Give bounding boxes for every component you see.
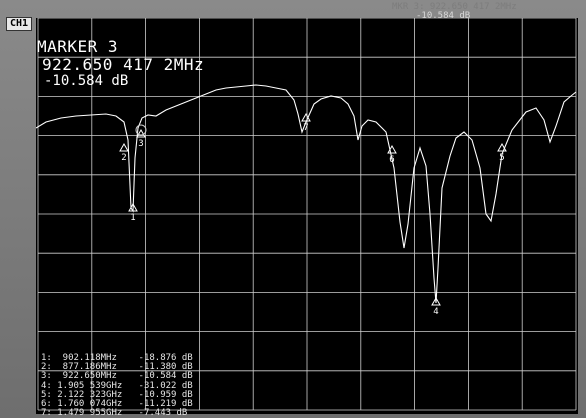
- marker-triangle-icon: [387, 144, 397, 154]
- marker-id: 4:: [41, 380, 52, 391]
- trace-marker-7: 7: [301, 112, 311, 133]
- marker-level: -10.584 dB: [44, 73, 129, 89]
- trace-markers: 1 2 3 4 5 6 7: [119, 112, 507, 317]
- trace-plot: 1 2 3 4 5 6 7: [36, 18, 577, 411]
- marker-number: 7: [303, 123, 308, 133]
- marker-table-row: 6: 1.760 074GHz -11.219 dB: [41, 398, 193, 409]
- trace-marker-6: 6: [387, 144, 397, 165]
- marker-level-value: -18.876 dB: [127, 353, 193, 363]
- top-marker-readout-level: -10.584 dB: [416, 11, 471, 21]
- marker-frequency-value: 1.479 955GHz: [51, 408, 128, 418]
- active-marker-circle: [135, 124, 147, 136]
- marker-id: 6:: [41, 398, 52, 409]
- marker-level-value: -11.380 dB: [127, 362, 193, 373]
- marker-level-value: -10.584 dB: [127, 371, 193, 382]
- top-marker-readout: MKR 3: 922.650 417 2MHz: [392, 2, 517, 12]
- marker-level-value: -31.022 dB: [127, 380, 193, 391]
- marker-table-row: 5: 2.122 323GHz -10.959 dB: [41, 389, 193, 400]
- trace-marker-3: 3: [136, 128, 146, 149]
- marker-id: 1:: [41, 353, 52, 363]
- marker-triangle-icon: [301, 112, 311, 122]
- marker-frequency-value: 1.760 074GHz: [51, 398, 128, 409]
- analyzer-screen: 1 2 3 4 5 6 7 MARKER 3 922.650 417 2MHz -10.58…: [36, 18, 578, 418]
- marker-number: 6: [389, 155, 394, 165]
- marker-table-row: 7: 1.479 955GHz -7.443 dB: [41, 409, 193, 418]
- marker-id: 3:: [41, 371, 52, 382]
- marker-number: 1: [130, 213, 135, 223]
- marker-triangle-icon: [431, 296, 441, 306]
- graticule: [37, 18, 577, 411]
- measurement-trace: [36, 84, 577, 304]
- marker-number: 2: [121, 153, 126, 163]
- marker-level-value: -10.959 dB: [127, 389, 193, 400]
- marker-triangle-icon: [497, 142, 507, 152]
- marker-table-row: 1: 902.118MHz -18.876 dB: [41, 353, 193, 363]
- marker-level-value: -11.219 dB: [127, 398, 193, 409]
- marker-level-value: -7.443 dB: [127, 408, 188, 418]
- marker-frequency-value: 1.905 539GHz: [51, 380, 128, 391]
- marker-frequency-value: 902.118MHz: [51, 353, 128, 363]
- marker-triangle-icon: [136, 128, 146, 138]
- trace-marker-2: 2: [119, 142, 129, 163]
- marker-number: 4: [433, 307, 438, 317]
- marker-table-row: 2: 877.186MHz -11.380 dB: [41, 363, 193, 372]
- marker-id: 5:: [41, 389, 52, 400]
- marker-id: 2:: [41, 362, 52, 373]
- marker-frequency-value: 922.650MHz: [51, 371, 128, 382]
- marker-triangle-icon: [128, 202, 138, 212]
- marker-title: MARKER 3: [37, 37, 119, 56]
- marker-triangle-icon: [119, 142, 129, 152]
- marker-number: 5: [499, 153, 504, 163]
- trace-marker-4: 4: [431, 296, 441, 317]
- trace-marker-1: 1: [128, 202, 138, 223]
- channel-label[interactable]: CH1: [6, 17, 32, 31]
- trace-marker-5: 5: [497, 142, 507, 163]
- marker-frequency: 922.650 417 2MHz: [42, 55, 205, 74]
- marker-frequency-value: 877.186MHz: [51, 362, 128, 373]
- marker-table-row: 4: 1.905 539GHz -31.022 dB: [41, 380, 193, 391]
- marker-number: 3: [138, 139, 143, 149]
- marker-id: 7:: [41, 408, 52, 418]
- marker-table-row: 3: 922.650MHz -10.584 dB: [41, 372, 193, 381]
- marker-frequency-value: 2.122 323GHz: [51, 389, 128, 400]
- marker-table: 1: 902.118MHz -18.876 dB 2: 877.186MHz -1…: [41, 353, 193, 418]
